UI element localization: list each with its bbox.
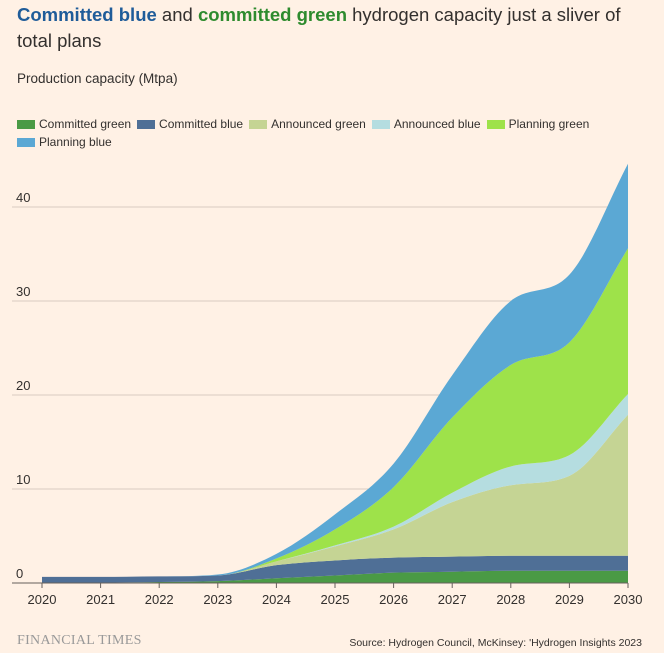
ft-brand-logo: FINANCIAL TIMES (17, 633, 142, 648)
title-rest: hydrogen capacity just a sliver of total… (17, 4, 621, 51)
area-committed-green (42, 570, 628, 583)
source-note: Source: Hydrogen Council, McKinsey: 'Hyd… (349, 637, 642, 649)
x-tick-label: 2030 (614, 592, 643, 607)
legend-item-planning-green: Planning green (486, 116, 590, 133)
legend-label: Announced green (271, 117, 366, 131)
chart-subtitle: Production capacity (Mtpa) (17, 71, 178, 86)
area-announced-green (42, 414, 628, 577)
legend-swatch (17, 138, 35, 147)
area-planning-green (42, 248, 628, 577)
legend-item-committed-green: Committed green (17, 116, 131, 133)
title-committed-green: committed green (197, 4, 347, 25)
legend-label: Announced blue (393, 117, 481, 131)
legend-label: Planning green (508, 117, 590, 131)
legend-item-planning-blue: Planning blue (17, 134, 112, 151)
x-tick-label: 2021 (86, 592, 115, 607)
legend-label: Committed green (39, 117, 132, 131)
y-tick-label: 40 (16, 190, 30, 205)
chart-title: Committed blue and committed green hydro… (17, 2, 647, 54)
x-tick-label: 2025 (321, 592, 350, 607)
legend-swatch (371, 120, 390, 129)
y-tick-label: 10 (16, 472, 30, 487)
legend-swatch (249, 120, 268, 129)
area-committed-blue (42, 555, 628, 583)
legend-swatch (486, 120, 505, 129)
legend-item-announced-green: Announced green (249, 116, 366, 133)
chart-legend: Committed green Committed blue Announced g… (17, 116, 657, 152)
y-tick-label: 30 (16, 284, 30, 299)
title-and: and (156, 4, 198, 25)
legend-item-announced-blue: Announced blue (371, 116, 481, 133)
y-tick-label: 20 (16, 378, 30, 393)
legend-item-committed-blue: Committed blue (137, 116, 243, 133)
x-tick-label: 2029 (555, 592, 584, 607)
legend-swatch (137, 120, 156, 129)
x-tick-label: 2027 (438, 592, 467, 607)
x-tick-label: 2020 (28, 592, 57, 607)
title-committed-blue: Committed blue (17, 4, 157, 25)
x-tick-label: 2028 (496, 592, 525, 607)
legend-label: Committed blue (159, 117, 244, 131)
x-tick-label: 2026 (379, 592, 408, 607)
y-tick-label: 0 (16, 566, 23, 581)
legend-swatch (17, 120, 35, 129)
x-tick-label: 2023 (203, 592, 232, 607)
x-tick-label: 2022 (145, 592, 174, 607)
x-tick-label: 2024 (262, 592, 291, 607)
legend-label: Planning blue (39, 135, 112, 149)
